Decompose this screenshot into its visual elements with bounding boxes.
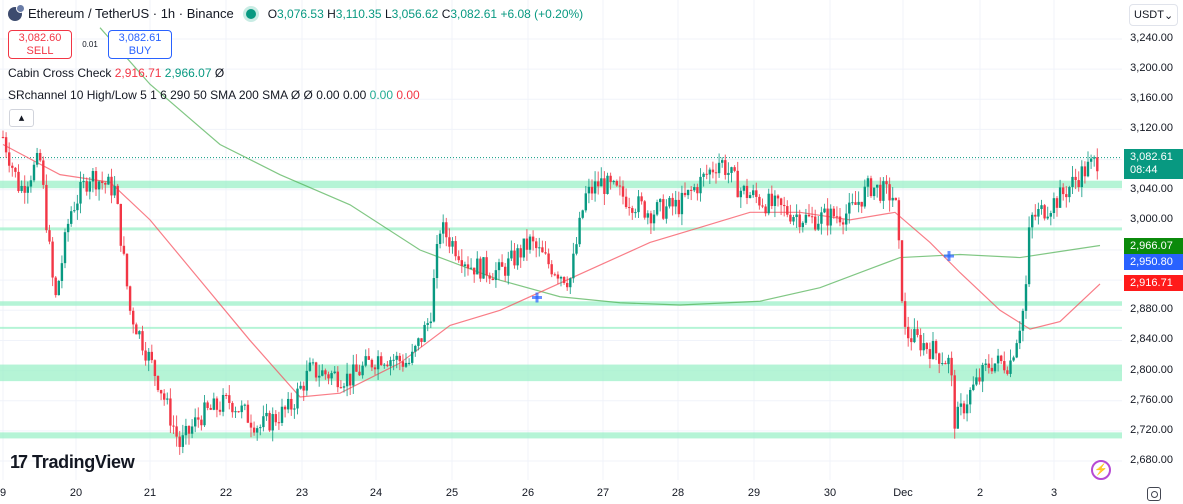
- time-axis-label: 27: [596, 487, 610, 499]
- time-axis-label: 21: [143, 487, 157, 499]
- sell-button[interactable]: 3,082.60 SELL: [8, 30, 72, 59]
- cross-price-tag: 2,950.80: [1124, 254, 1183, 270]
- collapse-legend-button[interactable]: ▴: [9, 109, 34, 127]
- symbol-header: Ethereum / TetherUS · 1h · Binance O3,07…: [8, 3, 584, 21]
- sma50-price-tag: 2,916.71: [1124, 275, 1183, 291]
- price-axis-label: 2,880.00: [1130, 303, 1173, 316]
- ethereum-icon: [8, 3, 25, 21]
- sma200-price-tag: 2,966.07: [1124, 238, 1183, 254]
- sr-band: [0, 180, 1122, 189]
- ohlc-values: O3,076.53 H3,110.35 L3,056.62 C3,082.61 …: [267, 6, 584, 21]
- sr-band: [0, 301, 1122, 306]
- time-axis-label: 9: [0, 487, 7, 499]
- symbol-title[interactable]: Ethereum / TetherUS · 1h · Binance: [28, 6, 234, 21]
- chevron-down-icon: ⌄: [1163, 10, 1174, 22]
- price-axis-label: 3,000.00: [1130, 212, 1173, 225]
- time-axis-label: 3: [1050, 487, 1058, 499]
- time-axis-label: 22: [219, 487, 233, 499]
- price-axis-label: 2,760.00: [1130, 393, 1173, 406]
- price-axis-label: 2,680.00: [1130, 454, 1173, 467]
- settings-icon[interactable]: [1147, 487, 1161, 501]
- lightning-icon[interactable]: ⚡: [1091, 460, 1111, 480]
- tradingview-mark-icon: 17: [10, 452, 28, 472]
- price-axis-label: 3,200.00: [1130, 62, 1173, 75]
- spread-value: 0.01: [82, 40, 98, 49]
- time-axis-label: Dec: [893, 487, 913, 499]
- time-axis-label: 29: [747, 487, 761, 499]
- time-axis-label: 26: [521, 487, 535, 499]
- sr-band: [0, 432, 1122, 439]
- time-axis-label: 20: [69, 487, 83, 499]
- time-axis-label: 25: [445, 487, 459, 499]
- sr-band: [0, 326, 1122, 329]
- tradingview-logo[interactable]: 17 TradingView: [10, 452, 135, 472]
- buy-button[interactable]: 3,082.61 BUY: [108, 30, 172, 59]
- last-price-tag: 3,082.61 08:44: [1124, 149, 1183, 179]
- price-axis-label: 3,120.00: [1130, 122, 1173, 135]
- indicator-cabin-cross-check[interactable]: Cabin Cross Check 2,916.71 2,966.07 Ø: [8, 66, 225, 80]
- time-axis-label: 23: [295, 487, 309, 499]
- trade-panel: 3,082.60 SELL 0.01 3,082.61 BUY: [8, 30, 172, 59]
- time-axis-label: 30: [823, 487, 837, 499]
- price-axis-label: 2,800.00: [1130, 363, 1173, 376]
- change-value: +6.08 (+0.20%): [500, 6, 584, 21]
- market-status-icon: [245, 8, 256, 19]
- chevron-up-icon: ▴: [18, 112, 25, 124]
- price-axis-label: 3,040.00: [1130, 182, 1173, 195]
- price-axis-label: 2,840.00: [1130, 333, 1173, 346]
- indicator-srchannel[interactable]: SRchannel 10 High/Low 5 1 6 290 50 SMA 2…: [8, 88, 420, 102]
- time-axis-label: 2: [976, 487, 984, 499]
- price-axis-label: 2,720.00: [1130, 423, 1173, 436]
- currency-select[interactable]: USDT ⌄: [1129, 4, 1178, 26]
- time-axis-label: 24: [369, 487, 383, 499]
- time-axis-label: 28: [671, 487, 685, 499]
- price-axis-label: 3,160.00: [1130, 92, 1173, 105]
- sr-band: [0, 227, 1122, 231]
- price-axis-label: 3,240.00: [1130, 32, 1173, 44]
- sr-band: [0, 364, 1122, 382]
